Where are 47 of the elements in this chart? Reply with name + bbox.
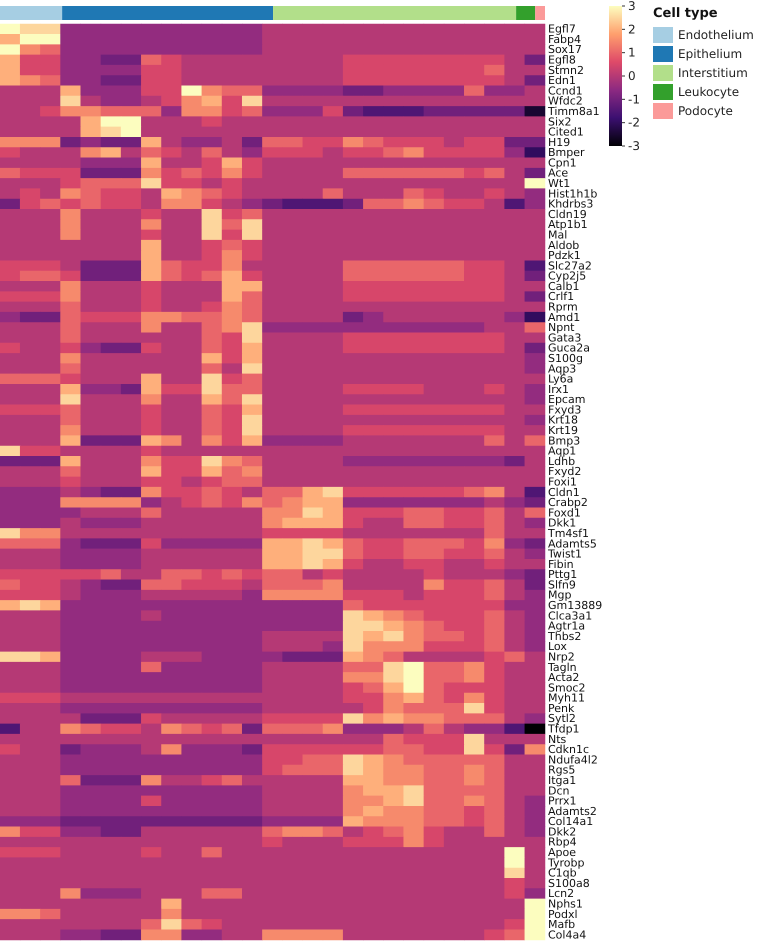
legend-label: Endothelium <box>678 28 754 42</box>
y-tick-label: Agtr1a <box>548 620 586 633</box>
y-tick-label: C1qb <box>548 866 577 880</box>
y-tick-label: Myh11 <box>548 692 585 705</box>
y-tick-label: Aqp3 <box>548 362 576 376</box>
bar <box>535 6 545 20</box>
legend-label: Leukocyte <box>678 85 740 99</box>
y-tick-label: Krt18 <box>548 414 578 427</box>
y-tick-label: Egfl8 <box>548 54 576 67</box>
y-tick-label: Ly6a <box>548 372 574 386</box>
color-bar-label: 2 <box>628 22 636 36</box>
y-tick-label: Bmper <box>548 146 586 160</box>
color-bar-label: -1 <box>628 92 640 106</box>
y-tick-label: Sox17 <box>548 43 582 56</box>
color-bar-label: 3 <box>628 0 636 13</box>
bar <box>62 6 274 20</box>
bar <box>0 6 62 20</box>
y-tick-label: Npnt <box>548 321 576 334</box>
color-bar-label: -2 <box>628 116 640 130</box>
y-tick-label: Foxi1 <box>548 476 577 488</box>
y-tick-label: Apoe <box>548 846 576 860</box>
y-tick-label: Atp1b1 <box>548 218 588 232</box>
y-tick-label: Egfl7 <box>548 22 576 36</box>
y-tick-label: Epcam <box>548 393 586 406</box>
y-tick-label: Rgs5 <box>548 764 576 777</box>
legend-label: Epithelium <box>678 47 742 61</box>
y-tick-label: Rprm <box>548 300 578 314</box>
y-tick-label: Adamts5 <box>548 537 597 550</box>
y-tick-label: Mgp <box>548 588 572 602</box>
color-bar-label: 1 <box>628 46 636 60</box>
y-tick-label: Aldob <box>548 238 580 252</box>
y-tick-label: Six2 <box>548 115 572 128</box>
y-tick-label: Rbp4 <box>548 836 577 849</box>
legend-label: Podocyte <box>678 104 733 118</box>
bar <box>273 6 516 20</box>
y-tick-label: Sytl2 <box>548 712 576 726</box>
y-tick-label: Cyp2j5 <box>548 270 586 283</box>
color-bar-label: 0 <box>628 69 636 83</box>
color-bar-label: -3 <box>628 139 640 153</box>
legend-label: Interstitium <box>678 66 748 80</box>
y-tick-label: Pttg1 <box>548 568 578 582</box>
bar <box>516 6 536 20</box>
y-tick-label: Crlf1 <box>548 290 574 304</box>
legend-title: Cell type <box>653 6 718 21</box>
y-tick-label: Crabp2 <box>548 496 588 510</box>
y-tick-label: Fxyd2 <box>548 465 582 478</box>
y-tick-label: Cldn1 <box>548 486 580 499</box>
